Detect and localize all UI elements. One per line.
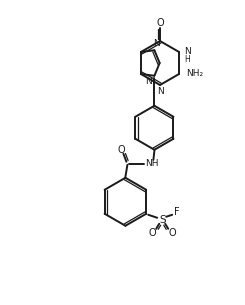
Text: NH: NH bbox=[145, 159, 158, 168]
Text: O: O bbox=[118, 145, 125, 155]
Text: O: O bbox=[148, 228, 156, 238]
Text: H: H bbox=[184, 56, 190, 64]
Text: F: F bbox=[174, 207, 180, 217]
Text: N: N bbox=[184, 48, 191, 56]
Text: N: N bbox=[153, 39, 160, 48]
Text: N: N bbox=[145, 77, 152, 86]
Text: O: O bbox=[156, 18, 164, 28]
Text: S: S bbox=[159, 215, 166, 225]
Text: O: O bbox=[168, 228, 176, 238]
Text: NH₂: NH₂ bbox=[186, 70, 203, 78]
Text: N: N bbox=[157, 88, 163, 96]
